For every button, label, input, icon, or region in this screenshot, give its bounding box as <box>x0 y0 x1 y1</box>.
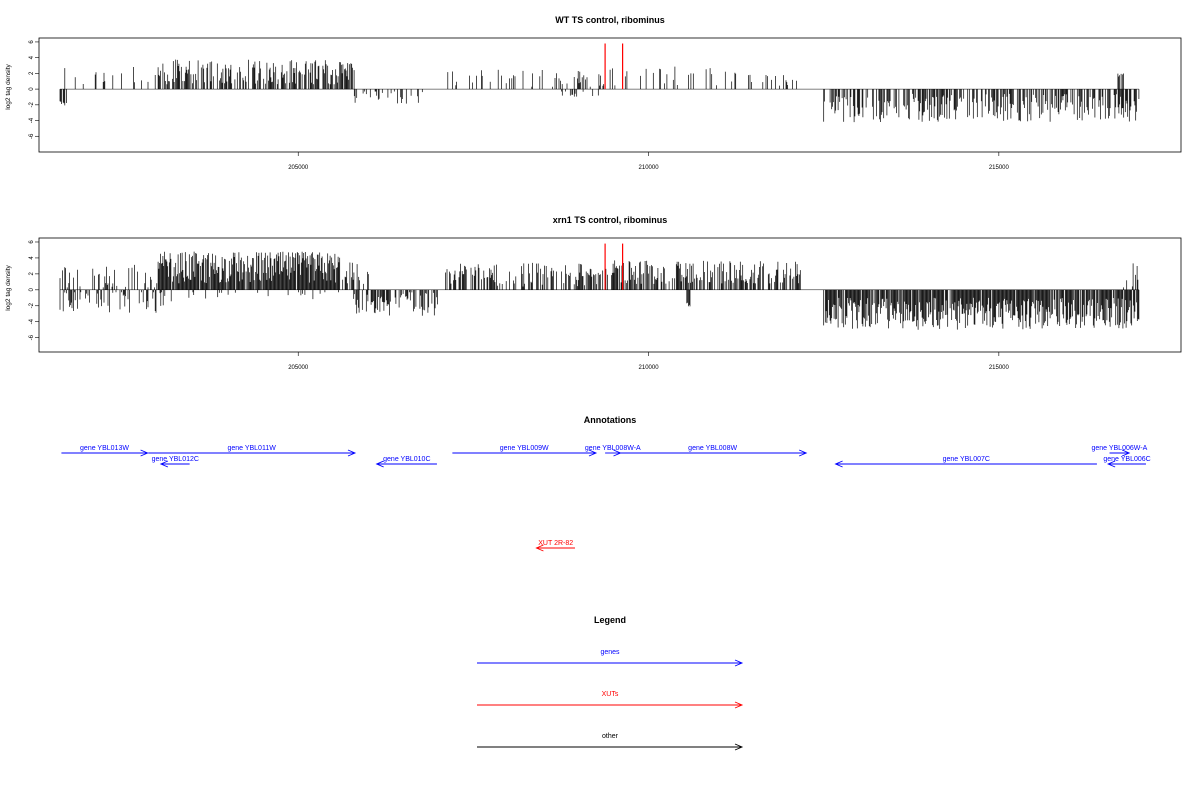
xrn1-y-tick-label: -6 <box>29 334 35 340</box>
xrn1-panel-title: xrn1 TS control, ribominus <box>553 215 668 225</box>
xrn1-y-tick-label: 2 <box>29 272 35 276</box>
gene-label: gene YBL010C <box>383 456 430 463</box>
gene-arrow-arrowhead <box>375 460 384 468</box>
legend-XUTs-arrowhead <box>734 701 744 709</box>
xrn1-x-tick-label: 205000 <box>288 365 309 371</box>
xrn1-axes: -6 -4 -2 0 2 4 6 205000 210000 215000 <box>29 240 1010 371</box>
gene-label: gene YBL006W-A <box>1091 445 1147 452</box>
gene-arrow-arrowhead <box>1106 460 1116 468</box>
gene-label: gene YBL012C <box>152 456 199 463</box>
xut-label: XUT 2R-82 <box>538 540 573 547</box>
wt-x-tick-label: 215000 <box>989 165 1010 171</box>
xrn1-bars <box>59 243 1140 330</box>
legend-items: genes XUTs other <box>477 649 744 751</box>
wt-y-tick-label: 2 <box>29 71 35 75</box>
gene-label: gene YBL008W-A <box>585 445 641 452</box>
wt-y-tick-label: 6 <box>29 40 35 44</box>
gene-arrow-arrowhead <box>798 449 808 457</box>
gene-arrow-arrowhead <box>834 460 843 468</box>
wt-bars <box>59 43 1140 123</box>
gene-arrow-arrowhead <box>1121 449 1131 457</box>
wt-y-tick-label: 4 <box>29 55 35 59</box>
wt-y-axis-label: log2 tag density <box>5 63 12 109</box>
xrn1-y-axis-label: log2 tag density <box>5 264 12 310</box>
wt-y-tick-label: 0 <box>29 87 35 91</box>
wt-axes: -6 -4 -2 0 2 4 6 205000 210000 215000 <box>29 40 1010 171</box>
xrn1-x-tick-label: 210000 <box>639 365 660 371</box>
wt-panel-title: WT TS control, ribominus <box>555 15 665 25</box>
legend-panel: Legend genes XUTs other <box>477 615 744 751</box>
legend-other-arrowhead <box>734 743 744 751</box>
gene-label: gene YBL008W <box>688 445 737 452</box>
xrn1-y-tick-label: 4 <box>29 256 35 260</box>
xrn1-y-tick-label: -2 <box>29 302 35 308</box>
legend-other-label: other <box>602 733 619 740</box>
wt-x-tick-label: 205000 <box>288 165 309 171</box>
gene-label: gene YBL011W <box>227 445 276 452</box>
legend-XUTs-label: XUTs <box>602 691 619 698</box>
xrn1-x-tick-label: 215000 <box>989 365 1010 371</box>
gene-label: gene YBL007C <box>943 456 990 463</box>
legend-title: Legend <box>594 615 626 625</box>
xrn1-plot-frame <box>38 237 1182 353</box>
legend-genes-arrowhead <box>734 659 744 667</box>
gene-label: gene YBL013W <box>80 445 129 452</box>
gene-arrow-arrowhead <box>140 449 149 457</box>
xrn1-y-tick-label: 6 <box>29 240 35 244</box>
xrn1-y-tick-label: 0 <box>29 287 35 291</box>
wt-y-tick-label: -4 <box>29 117 35 123</box>
gene-arrow-arrowhead <box>588 449 598 457</box>
gene-arrow-arrowhead <box>159 460 169 468</box>
wt-y-tick-label: -2 <box>29 102 35 108</box>
wt-y-tick-label: -6 <box>29 133 35 139</box>
legend-genes-label: genes <box>600 649 620 656</box>
xut-arrow-arrowhead <box>535 544 544 552</box>
gene-arrow-arrowhead <box>347 449 357 457</box>
wt-plot-frame <box>38 37 1182 153</box>
annotation-tracks: gene YBL013W gene YBL012C gene YBL011W gene… <box>61 445 1151 552</box>
wt-panel: WT TS control, ribominus log2 tag densit… <box>5 15 1182 171</box>
annotations-title: Annotations <box>584 415 637 425</box>
xrn1-y-tick-label: -4 <box>29 318 35 324</box>
xrn1-panel: xrn1 TS control, ribominus log2 tag dens… <box>5 215 1182 371</box>
gene-label: gene YBL009W <box>500 445 549 452</box>
gene-label: gene YBL006C <box>1103 456 1150 463</box>
wt-x-tick-label: 210000 <box>639 165 660 171</box>
